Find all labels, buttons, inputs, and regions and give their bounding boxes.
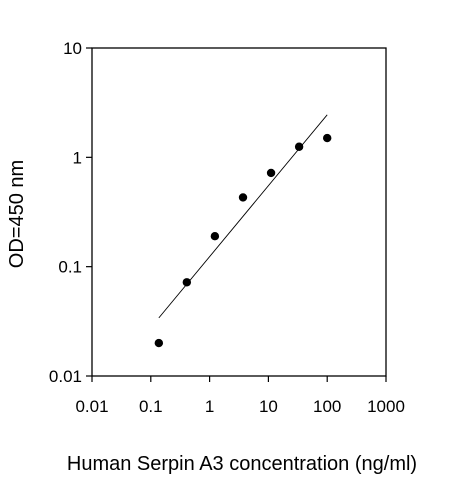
- plot-frame: [91, 47, 387, 377]
- y-tick-label: 1: [73, 148, 82, 167]
- y-axis-ticks: 0.01 0.1 1 10: [49, 39, 92, 386]
- x-tick-label: 1000: [367, 397, 405, 416]
- data-point: [154, 338, 164, 348]
- data-point: [210, 231, 220, 241]
- data-point: [323, 133, 332, 143]
- y-tick-label: 0.01: [49, 367, 82, 386]
- data-point: [182, 278, 192, 287]
- y-axis-label: OD=450 nm: [6, 160, 28, 268]
- data-points: [154, 133, 332, 348]
- data-point: [238, 193, 248, 202]
- x-tick-label: 1: [205, 397, 214, 416]
- x-axis-ticks: 0.01 0.1 1 10 100 1000: [75, 376, 405, 416]
- x-tick-label: 0.1: [139, 397, 163, 416]
- y-tick-label: 10: [63, 39, 82, 58]
- y-tick-label: 0.1: [58, 258, 82, 277]
- data-point: [294, 142, 304, 151]
- x-tick-label: 100: [313, 397, 341, 416]
- x-tick-label: 10: [259, 397, 278, 416]
- x-tick-label: 0.01: [75, 397, 108, 416]
- data-point: [266, 168, 276, 178]
- x-axis-label: Human Serpin A3 concentration (ng/ml): [67, 453, 417, 475]
